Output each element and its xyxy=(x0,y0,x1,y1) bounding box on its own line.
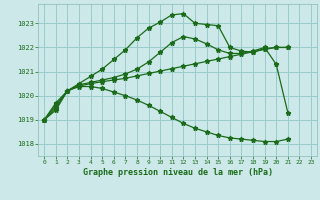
X-axis label: Graphe pression niveau de la mer (hPa): Graphe pression niveau de la mer (hPa) xyxy=(83,168,273,177)
